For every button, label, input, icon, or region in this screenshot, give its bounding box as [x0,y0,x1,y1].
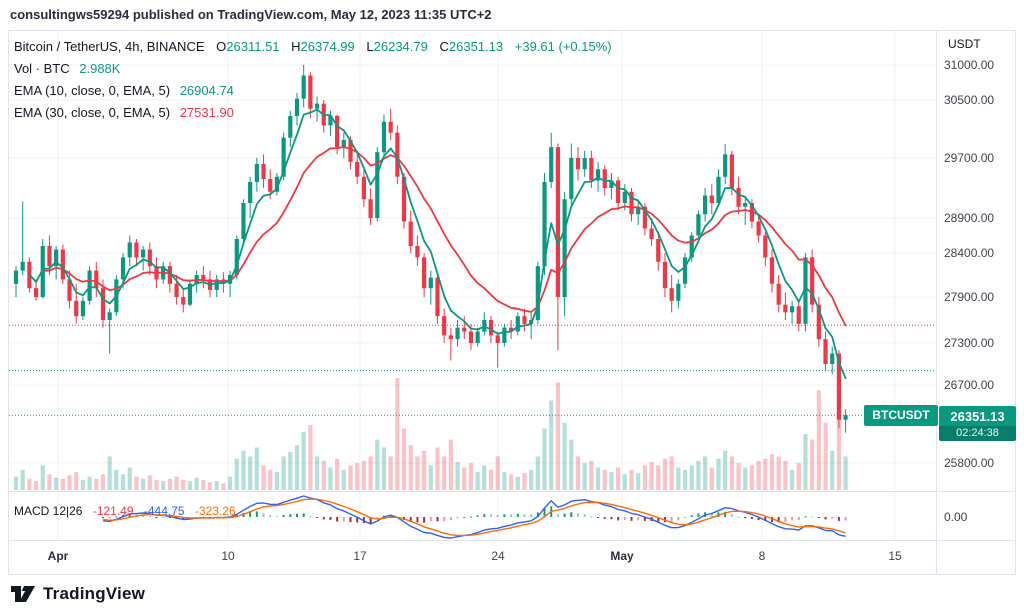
macd-zero-label: 0.00 [944,510,968,524]
close-label: C [439,39,449,54]
bar-countdown: 02:24:38 [939,426,1016,442]
ema30-value: 27531.90 [179,105,234,120]
volume-label: Vol · BTC [14,61,70,76]
time-axis-label: 15 [888,549,902,563]
price-axis-label: 31000.00 [944,58,995,72]
price-axis-label: 26700.00 [944,378,995,392]
open-label: O [216,39,227,54]
price-axis-label: 30500.00 [944,93,995,107]
time-axis-label: 17 [353,549,367,563]
tradingview-logo-icon [11,586,35,602]
symbol-price-flag: BTCUSDT [864,404,938,426]
last-price-badge: 26351.13 02:24:38 [939,406,1016,442]
last-price-value: 26351.13 [939,406,1016,427]
symbol-title: Bitcoin / TetherUS, 4h, BINANCE [14,39,205,54]
macd-signal-value: -323.26 [194,504,236,518]
change-value: +39.61 (+0.15%) [514,39,612,54]
attribution-text: consultingws59294 published on TradingVi… [10,7,492,22]
low-label: L [366,39,374,54]
macd-histogram-value: -121.49 [92,504,134,518]
ema10-legend-row[interactable]: EMA (10, close, 0, EMA, 5) 26904.74 [14,80,612,102]
tradingview-logo[interactable]: TradingView [10,582,145,606]
open-value: 26311.51 [226,39,280,54]
macd-legend-row[interactable]: MACD 12|26 -121.49 -444.75 -323.26 [14,504,243,518]
symbol-legend-row[interactable]: Bitcoin / TetherUS, 4h, BINANCE O26311.5… [14,36,612,58]
ema30-label: EMA (30, close, 0, EMA, 5) [14,105,171,120]
price-axis-title: USDT [948,37,981,51]
volume-legend-row[interactable]: Vol · BTC 2.988K [14,58,612,80]
price-axis-label: 25800.00 [944,456,995,470]
time-axis-label: 8 [758,549,766,563]
chart-legend: Bitcoin / TetherUS, 4h, BINANCE O26311.5… [14,36,612,124]
ema10-label: EMA (10, close, 0, EMA, 5) [14,83,171,98]
time-axis-label: May [610,549,634,563]
close-value: 26351.13 [448,39,504,54]
low-value: 26234.79 [373,39,428,54]
time-axis-label: 24 [491,549,505,563]
price-axis-label: 28900.00 [944,211,995,225]
tradingview-logo-text: TradingView [43,584,146,603]
macd-line-value: -444.75 [143,504,185,518]
price-axis-label: 27300.00 [944,336,995,350]
high-value: 26374.99 [300,39,355,54]
time-axis-label: 10 [221,549,235,563]
time-axis-label: Apr [47,549,69,563]
macd-label: MACD 12|26 [14,504,83,518]
ema30-legend-row[interactable]: EMA (30, close, 0, EMA, 5) 27531.90 [14,102,612,124]
ema10-value: 26904.74 [179,83,234,98]
price-axis-label: 27900.00 [944,290,995,304]
price-axis-label: 29700.00 [944,151,995,165]
volume-value: 2.988K [79,61,121,76]
price-axis-label: 28400.00 [944,246,995,260]
high-label: H [291,39,301,54]
